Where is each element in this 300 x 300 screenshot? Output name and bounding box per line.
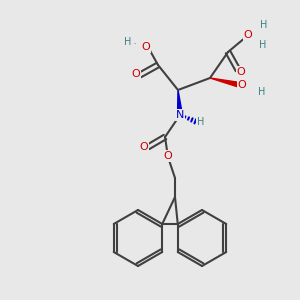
Text: O: O bbox=[237, 67, 245, 77]
Text: H: H bbox=[259, 40, 267, 50]
Text: N: N bbox=[176, 110, 184, 120]
Text: O: O bbox=[244, 30, 252, 40]
Text: H: H bbox=[258, 87, 266, 97]
Text: O: O bbox=[142, 42, 150, 52]
Text: H: H bbox=[260, 20, 268, 30]
Text: O: O bbox=[164, 151, 172, 161]
Polygon shape bbox=[210, 78, 241, 87]
Text: O: O bbox=[238, 80, 246, 90]
Text: H: H bbox=[197, 117, 205, 127]
Text: O: O bbox=[140, 142, 148, 152]
Text: O: O bbox=[132, 69, 140, 79]
Polygon shape bbox=[178, 90, 182, 115]
Text: H: H bbox=[124, 37, 132, 47]
Text: .: . bbox=[133, 39, 135, 45]
